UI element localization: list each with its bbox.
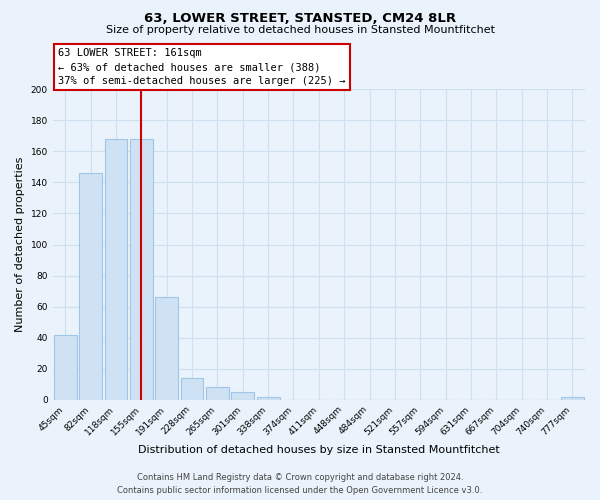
Bar (181, 378, 203, 400)
Text: 63 LOWER STREET: 161sqm
← 63% of detached houses are smaller (388)
37% of semi-d: 63 LOWER STREET: 161sqm ← 63% of detache… (58, 48, 346, 86)
Y-axis label: Number of detached properties: Number of detached properties (15, 157, 25, 332)
Text: 63, LOWER STREET, STANSTED, CM24 8LR: 63, LOWER STREET, STANSTED, CM24 8LR (144, 12, 456, 26)
X-axis label: Distribution of detached houses by size in Stansted Mountfitchet: Distribution of detached houses by size … (138, 445, 500, 455)
Bar (206, 388, 229, 400)
Bar (54, 334, 77, 400)
Bar (79, 173, 102, 400)
Text: Size of property relative to detached houses in Stansted Mountfitchet: Size of property relative to detached ho… (106, 25, 494, 35)
Bar (104, 139, 127, 400)
Bar (232, 392, 254, 400)
Bar (257, 396, 280, 400)
Bar (561, 396, 584, 400)
Text: Contains HM Land Registry data © Crown copyright and database right 2024.
Contai: Contains HM Land Registry data © Crown c… (118, 474, 482, 495)
Bar (130, 139, 153, 400)
Bar (155, 298, 178, 400)
